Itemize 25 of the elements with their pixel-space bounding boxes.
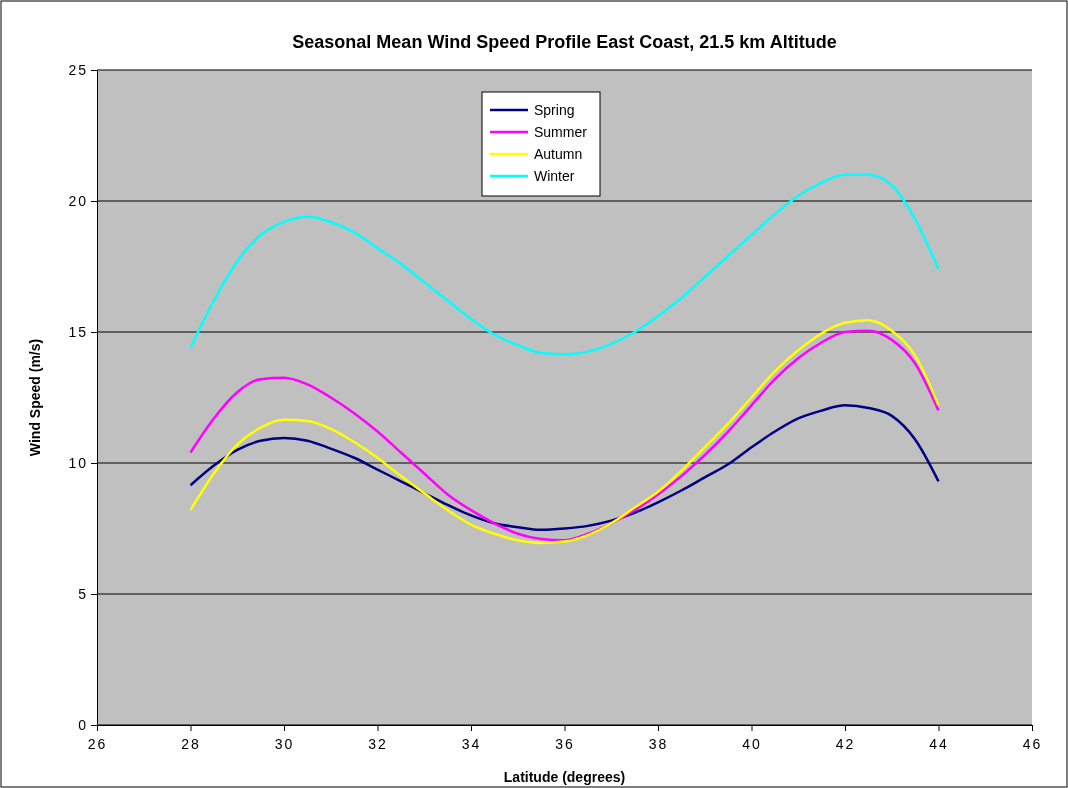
- y-tick-label: 15: [68, 323, 88, 340]
- x-tick-label: 44: [929, 736, 949, 753]
- line-series: [189, 404, 940, 532]
- x-tick-label: 34: [461, 736, 482, 753]
- y-tick-label: 0: [78, 716, 88, 733]
- chart-title: Seasonal Mean Wind Speed Profile East Coast, 21.5 km Altitude: [292, 32, 837, 52]
- legend-label: Summer: [534, 124, 588, 140]
- y-tick-label: 10: [68, 454, 88, 471]
- y-tick-label: 5: [78, 585, 88, 602]
- y-tick-label: 20: [68, 192, 88, 209]
- x-tick-label: 42: [835, 736, 856, 753]
- x-tick-label: 46: [1022, 736, 1043, 753]
- x-tick-label: 30: [274, 736, 295, 753]
- x-tick-label: 36: [555, 736, 575, 753]
- x-tick-label: 28: [181, 736, 201, 753]
- x-tick-label: 32: [368, 736, 388, 753]
- legend-label: Autumn: [534, 146, 583, 162]
- x-tick-label: 40: [742, 736, 762, 753]
- y-axis-title: Wind Speed (m/s): [27, 338, 43, 457]
- x-axis-title: Latitude (degrees): [503, 769, 626, 785]
- legend-label: Spring: [534, 102, 575, 118]
- y-tick-label: 25: [68, 61, 88, 78]
- x-tick-label: 38: [648, 736, 669, 753]
- legend-label: Winter: [534, 168, 575, 184]
- x-tick-label: 26: [87, 736, 108, 753]
